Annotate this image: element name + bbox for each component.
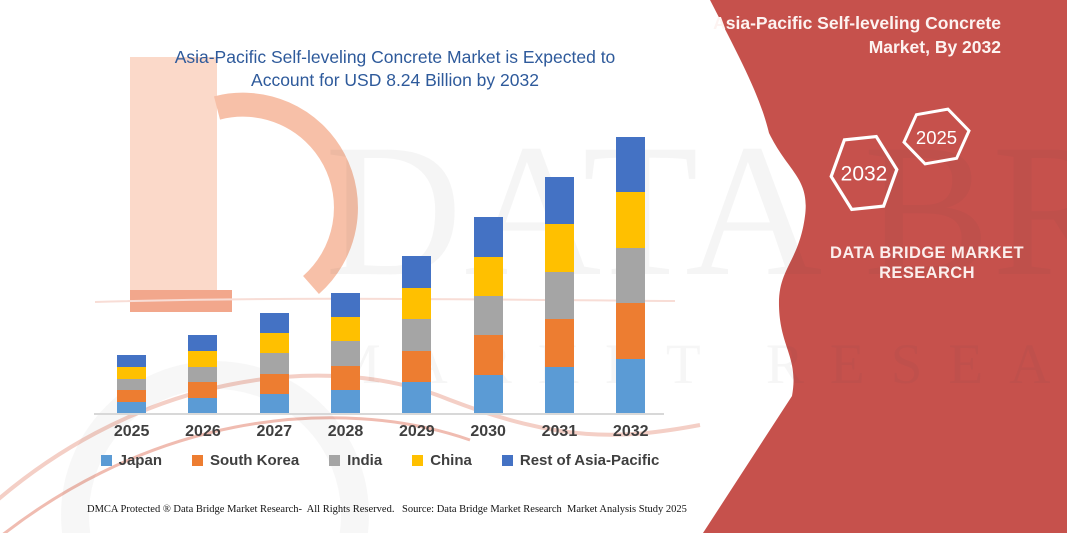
stacked-bar-2026 [188,335,218,414]
legend-label-south-korea: South Korea [209,452,300,469]
stacked-bar-2029 [402,256,432,414]
bar-segment-japan-2031 [544,366,574,414]
bar-segment-india-2028 [330,341,360,366]
bar-segment-japan-2025 [117,402,146,414]
bar-segment-rest-of-asia-pacific-2026 [188,335,218,351]
bar-segment-south-korea-2028 [330,365,360,390]
bar-segment-rest-of-asia-pacific-2031 [544,177,574,225]
bar-segment-south-korea-2026 [188,382,218,399]
legend-swatch-china [412,455,424,466]
chart-legend: Japan South Korea India China Rest of Asia-P… [94,452,666,469]
side-panel-shape [703,0,1067,533]
legend-item-japan: Japan [100,452,162,469]
swoosh-line-top [94,297,676,303]
x-axis-label-2032: 2032 [612,423,649,440]
stacked-bar-2027 [259,313,289,414]
x-axis-label-2031: 2031 [541,423,578,440]
bar-segment-india-2032 [616,247,646,304]
bar-segment-india-2030 [473,296,503,336]
stacked-bar-2028 [330,292,360,414]
brand-line2: RESEARCH [879,264,975,282]
swoosh-arc-2 [2,416,471,533]
legend-swatch-rest-of-asia-pacific [501,455,513,466]
bar-segment-india-2031 [544,271,574,320]
legend-label-china: China [430,452,472,469]
logo-bowl-arc [213,92,358,294]
brand-line1: DATA BRIDGE MARKET [830,244,1024,262]
x-axis-label-2026: 2026 [185,423,221,440]
logo-stem-shape [130,57,217,293]
bar-segment-south-korea-2030 [473,335,503,375]
bar-segment-south-korea-2031 [544,319,574,367]
legend-item-south-korea: South Korea [191,452,300,469]
bar-segment-rest-of-asia-pacific-2029 [402,256,432,288]
bar-segment-india-2026 [188,366,218,383]
bar-segment-south-korea-2025 [117,390,146,403]
x-axis-labels: 2025 2026 2027 2028 2029 2030 2031 2032 [96,423,667,441]
stacked-bar-2030 [473,217,503,414]
x-axis-line [94,413,664,415]
hexagon-2032-label: 2032 [841,163,888,186]
bar-segment-china-2030 [473,256,503,297]
bar-segment-japan-2028 [330,389,360,414]
bar-segment-china-2031 [544,224,574,272]
legend-item-china: China [412,452,472,469]
bar-segment-china-2027 [259,333,289,354]
bar-segment-japan-2030 [473,374,503,414]
bar-segment-south-korea-2029 [402,350,432,383]
hexagon-2032-outline [829,134,899,212]
bar-segment-china-2025 [117,366,146,379]
bar-segment-india-2029 [402,319,432,351]
legend-swatch-japan [100,455,112,466]
chart-title-line2: Account for USD 8.24 Billion by 2032 [251,70,539,90]
bar-segment-china-2032 [616,192,646,248]
bar-segment-japan-2029 [402,382,432,414]
x-axis-label-2028: 2028 [327,423,364,440]
footer-dmca-text: DMCA Protected ® Data Bridge Market Rese… [87,504,395,515]
bar-segment-japan-2027 [259,393,289,414]
legend-label-india: India [347,452,383,469]
footer-source-text: Source: Data Bridge Market Research Mark… [402,504,687,515]
legend-swatch-india [329,455,341,466]
x-axis-label-2025: 2025 [113,423,150,440]
legend-label-rest-of-asia-pacific: Rest of Asia-Pacific [519,452,660,469]
stacked-bar-2032 [616,137,646,414]
hexagon-2025-label: 2025 [916,127,957,148]
bar-segment-rest-of-asia-pacific-2028 [330,292,360,318]
bar-segment-rest-of-asia-pacific-2032 [616,137,646,193]
bar-segment-india-2027 [259,353,289,374]
bar-segment-south-korea-2027 [259,373,289,394]
bar-segment-china-2029 [402,287,432,320]
bar-segment-china-2026 [188,350,218,367]
legend-swatch-south-korea [191,455,203,466]
side-panel-title: Asia-Pacific Self-leveling Concrete Mark… [713,13,1001,57]
stacked-bar-2025 [117,355,146,414]
chart-title: Asia-Pacific Self-leveling Concrete Mark… [115,46,675,92]
stacked-bar-2031 [544,177,574,414]
bar-segment-south-korea-2032 [616,303,646,359]
bar-segment-japan-2026 [188,398,218,414]
hexagon-2025 [902,107,971,166]
bar-segment-japan-2032 [616,358,646,414]
legend-item-rest-of-asia-pacific: Rest of Asia-Pacific [501,452,660,469]
hexagon-2025-outline [902,107,971,166]
bar-segment-china-2028 [330,317,360,342]
chart-title-line1: Asia-Pacific Self-leveling Concrete Mark… [174,47,616,67]
legend-label-japan: Japan [118,452,162,469]
x-axis-label-2029: 2029 [399,423,435,440]
bar-segment-rest-of-asia-pacific-2027 [259,313,289,334]
brand-name: DATA BRIDGE MARKET RESEARCH [817,243,1037,283]
bar-segment-india-2025 [117,378,146,391]
x-axis-label-2027: 2027 [256,423,293,440]
legend-item-india: India [329,452,382,469]
bar-segment-rest-of-asia-pacific-2030 [473,217,503,257]
x-axis-label-2030: 2030 [470,423,506,440]
bar-segment-rest-of-asia-pacific-2025 [117,355,146,367]
hexagon-2032 [829,134,899,212]
